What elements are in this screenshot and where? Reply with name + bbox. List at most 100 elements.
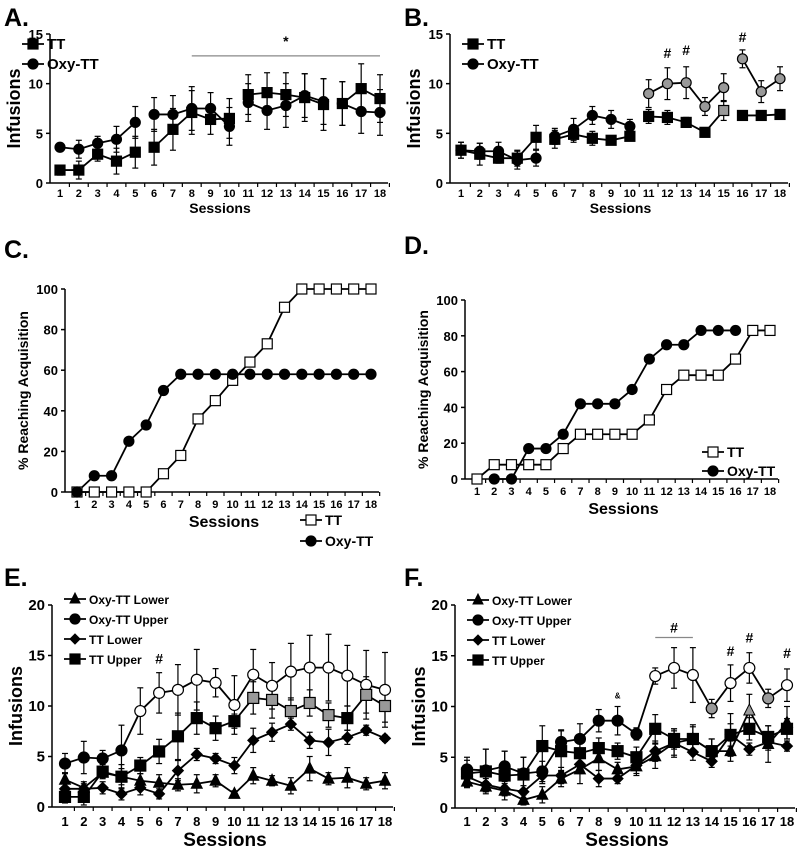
data-point-oxy-tt [192,368,204,380]
data-point-tt [729,353,742,365]
x-tick-label: 15 [712,486,724,498]
x-tick-label: 4 [514,188,521,200]
data-point-tt [148,141,160,153]
data-point-tt-lower [359,724,373,737]
data-point-tt [175,449,187,462]
data-point-oxy-tt-lower [743,702,756,716]
x-tick-label: 6 [558,814,565,829]
data-point-oxy-tt [209,368,221,380]
data-point-oxy-tt-upper [284,665,297,678]
x-tick-label: 3 [95,188,101,200]
data-point-tt-upper [517,768,530,781]
x-tick-label: 9 [208,188,214,200]
data-point-tt-lower [152,787,166,801]
x-tick-label: 9 [608,188,614,200]
data-point-oxy-tt-lower [322,771,335,784]
x-tick-label: 8 [195,499,201,511]
significance-marker: & [615,691,621,700]
x-tick-label: 16 [336,188,348,200]
data-point-oxy-tt-upper [303,661,316,674]
x-tick-label: 14 [299,188,312,200]
x-tick-label: 6 [151,188,157,200]
significance-marker: * [283,33,289,49]
x-tick-label: 5 [132,188,138,200]
x-tick-label: 2 [477,188,483,200]
data-point-oxy-tt [167,108,179,121]
x-tick-label: 13 [678,486,690,498]
data-point-tt-upper [762,730,775,744]
data-point-oxy-tt-upper [341,669,354,682]
data-point-oxy-tt [148,108,160,121]
legend-label: TT Lower [89,633,143,647]
x-tick-label: 12 [667,814,681,829]
x-tick-label: 8 [595,814,602,829]
x-tick-label: 11 [643,188,655,200]
data-point-oxy-tt [488,473,500,485]
data-point-oxy-tt [296,368,308,380]
data-point-tt-upper [649,722,662,735]
series-line-tt-upper [65,693,386,798]
data-point-tt-upper [134,759,147,772]
data-point-oxy-tt [523,442,535,455]
x-tick-label: 10 [223,188,235,200]
x-tick-label: 13 [280,188,292,200]
x-tick-label: 13 [680,188,692,200]
y-tick-label: 40 [444,400,458,415]
series-line-tt-lower [466,733,788,793]
x-tick-label: 2 [491,486,497,498]
data-point-tt-lower [649,744,662,758]
x-tick-label: 12 [661,188,673,200]
panel-label: F. [404,564,423,592]
data-point-tt [736,109,749,122]
data-point-oxy-tt [261,368,273,380]
data-point-oxy-tt [88,470,100,482]
data-point-oxy-tt [365,368,377,380]
data-point-oxy-tt [355,105,367,118]
x-tick-label: 6 [552,188,558,200]
data-point-tt [747,324,759,337]
series-line-tt-lower [65,723,386,795]
y-tick-label: 60 [444,365,458,380]
legend-marker-icon [472,654,484,666]
x-tick-label: 17 [755,188,767,200]
x-tick-label: 8 [595,486,601,498]
data-point-oxy-tt-upper [190,673,203,686]
data-point-oxy-tt-lower [171,777,185,790]
data-point-oxy-tt-upper [649,669,662,683]
data-point-tt-lower [322,736,335,749]
data-point-tt-upper [58,790,72,804]
data-point-oxy-tt [348,368,360,380]
x-tick-label: 5 [543,486,549,498]
legend-label: Oxy-TT Upper [89,613,169,627]
y-tick-label: 5 [436,126,443,141]
data-point-tt [278,301,291,313]
data-point-oxy-tt-upper [228,698,241,712]
x-tick-label: 17 [359,814,373,829]
data-point-oxy-tt [92,137,104,149]
x-tick-label: 10 [629,814,643,829]
series-line-tt [77,288,371,493]
data-point-tt-lower [686,745,700,759]
data-point-tt [661,111,674,124]
data-point-tt [374,92,386,105]
data-point-tt-lower [134,781,147,795]
data-point-tt [574,428,587,440]
x-tick-label: 12 [265,814,279,829]
data-point-oxy-tt [505,473,518,485]
x-tick-label: 1 [61,814,68,829]
x-tick-label: 5 [143,499,149,511]
x-tick-label: 15 [317,188,329,200]
data-point-oxy-tt [736,53,749,65]
data-point-tt-lower [247,734,260,747]
data-point-tt-upper [667,732,681,746]
data-point-tt [660,383,673,396]
legend-marker-icon [69,591,81,604]
x-tick-label: 10 [227,814,241,829]
data-point-oxy-tt-upper [96,752,109,765]
legend-marker-icon [707,446,719,458]
x-tick-label: 9 [212,814,219,829]
legend-label: Oxy-TT Upper [492,614,572,628]
data-point-tt [609,428,621,440]
x-tick-label: 11 [246,814,260,829]
x-tick-label: 3 [495,188,501,200]
